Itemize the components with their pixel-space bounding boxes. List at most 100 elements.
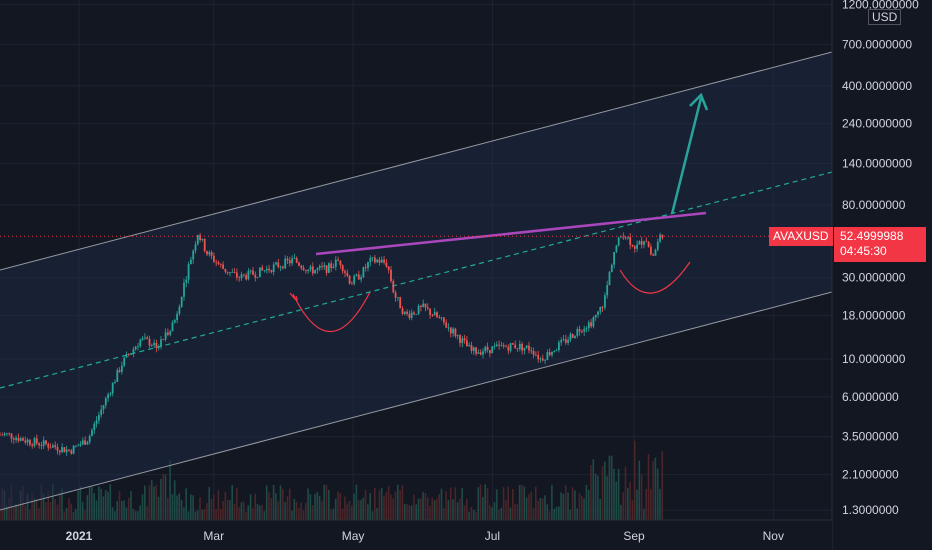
candle-body <box>208 252 211 255</box>
volume-bar <box>645 489 647 520</box>
volume-bar <box>153 486 155 520</box>
channel-fill <box>0 52 832 510</box>
candle-body <box>45 440 47 445</box>
candle-body <box>321 266 323 267</box>
last-price-tag: 52.4999988 04:45:30 <box>834 227 926 262</box>
volume-bar <box>369 493 371 520</box>
candle-body <box>185 279 188 283</box>
candle-body <box>397 297 399 299</box>
candlestick-series <box>0 232 664 456</box>
y-tick-label: 30.0000000 <box>842 271 906 285</box>
candle-body <box>146 337 149 339</box>
volume-bar <box>65 507 68 520</box>
volume-bar <box>203 508 206 520</box>
volume-bar <box>390 494 392 520</box>
volume-bar <box>254 493 256 520</box>
volume-bar <box>185 488 187 520</box>
volume-bar <box>155 484 158 520</box>
volume-bar <box>334 498 337 520</box>
candle-body <box>426 307 429 309</box>
candle-body <box>132 349 135 354</box>
candle-body <box>344 271 346 273</box>
volume-bar <box>240 502 243 520</box>
x-tick-label: Nov <box>763 529 784 543</box>
candle-body <box>98 414 100 421</box>
volume-bar <box>109 484 112 520</box>
volume-bar <box>72 511 75 520</box>
volume-bar <box>374 487 376 520</box>
volume-bar <box>61 488 63 520</box>
volume-bar <box>116 501 118 520</box>
candle-body <box>111 382 114 394</box>
volume-bar <box>316 492 319 520</box>
volume-bar <box>624 466 627 520</box>
candle-body <box>323 265 326 267</box>
candle-body <box>351 283 353 285</box>
candle-body <box>263 270 266 272</box>
candle-body <box>461 338 464 343</box>
volume-bar <box>192 495 194 520</box>
volume-bar <box>484 484 486 520</box>
candle-body <box>558 342 560 351</box>
volume-bar <box>656 468 659 520</box>
volume-bar <box>599 498 601 520</box>
candle-body <box>252 270 254 275</box>
candle-body <box>203 238 206 252</box>
volume-bar <box>491 507 493 520</box>
volume-bar <box>438 493 440 520</box>
candle-body <box>420 305 422 307</box>
volume-bar <box>472 510 475 520</box>
volume-bar <box>512 489 514 520</box>
volume-bar <box>516 504 519 520</box>
candle-body <box>523 347 526 351</box>
candle-body <box>254 274 257 278</box>
volume-bar <box>229 499 231 520</box>
volume-bar <box>403 503 406 520</box>
candle-body <box>491 346 494 354</box>
volume-bar <box>489 505 491 520</box>
volume-bar <box>399 489 401 520</box>
candle-body <box>587 322 590 329</box>
volume-bar <box>199 497 201 520</box>
candle-body <box>433 312 436 316</box>
volume-bar <box>493 502 496 520</box>
volume-bar <box>91 486 93 520</box>
volume-bar <box>146 506 148 520</box>
candle-body <box>86 442 89 445</box>
candle-body <box>84 440 86 445</box>
volume-bar <box>539 497 542 520</box>
candle-body <box>79 444 82 446</box>
candle-body <box>424 303 427 308</box>
candle-body <box>178 306 181 314</box>
volume-bar <box>383 496 385 520</box>
candle-body <box>574 335 576 338</box>
candle-body <box>238 277 241 279</box>
volume-bar <box>293 498 296 520</box>
volume-bar <box>360 499 362 520</box>
symbol-tag: AVAXUSD <box>769 227 833 246</box>
candle-body <box>38 443 40 446</box>
x-tick-label: May <box>342 529 365 543</box>
volume-bar <box>102 496 105 520</box>
candle-body <box>454 328 457 337</box>
volume-bar <box>86 495 89 520</box>
candle-body <box>26 439 29 443</box>
candle-body <box>171 322 174 332</box>
candle-body <box>530 350 533 352</box>
candle-body <box>311 266 314 274</box>
volume-bar <box>130 491 132 520</box>
volume-bar <box>268 492 270 520</box>
candle-body <box>661 234 664 238</box>
volume-bar <box>300 502 302 520</box>
candle-body <box>364 267 367 269</box>
candle-body <box>383 259 385 263</box>
volume-bar <box>652 461 654 520</box>
volume-bar <box>631 499 634 520</box>
volume-bar <box>523 486 526 520</box>
volume-bar <box>562 493 565 520</box>
volume-bar <box>574 490 576 520</box>
volume-bar <box>560 492 562 520</box>
volume-bar <box>617 468 620 520</box>
candle-body <box>652 254 655 256</box>
